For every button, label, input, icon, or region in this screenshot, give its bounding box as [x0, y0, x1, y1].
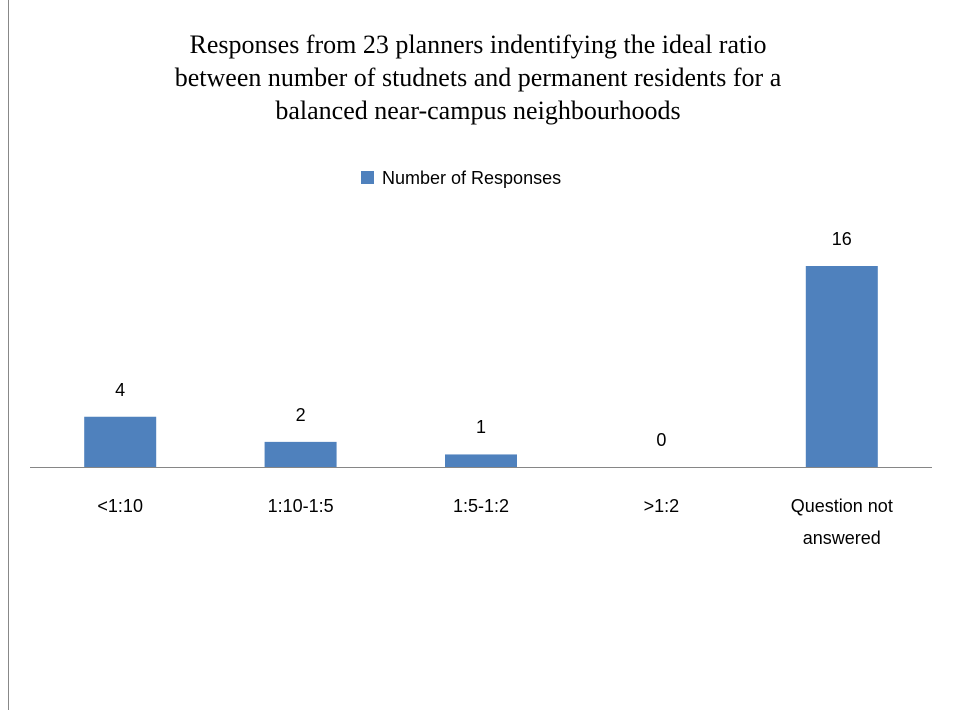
- x-tick-label: 1:10-1:5: [267, 496, 334, 516]
- legend-swatch: [361, 171, 374, 184]
- data-label: 2: [295, 404, 306, 425]
- data-label: 4: [115, 379, 126, 400]
- x-tick-label: >1:2: [643, 496, 680, 516]
- bar: [264, 441, 337, 467]
- data-label: 1: [475, 417, 486, 438]
- x-tick-label: 1:5-1:2: [452, 496, 510, 516]
- bar: [805, 266, 878, 467]
- chart-title: Responses from 23 planners indentifying …: [174, 30, 782, 125]
- bar: [445, 454, 517, 467]
- legend-label: Number of Responses: [382, 168, 562, 188]
- data-label: 0: [656, 430, 667, 450]
- data-label: 16: [831, 229, 852, 249]
- x-tick-label: Question not answered: [790, 496, 893, 548]
- bar: [84, 416, 157, 467]
- x-tick-label: <1:10: [97, 496, 143, 516]
